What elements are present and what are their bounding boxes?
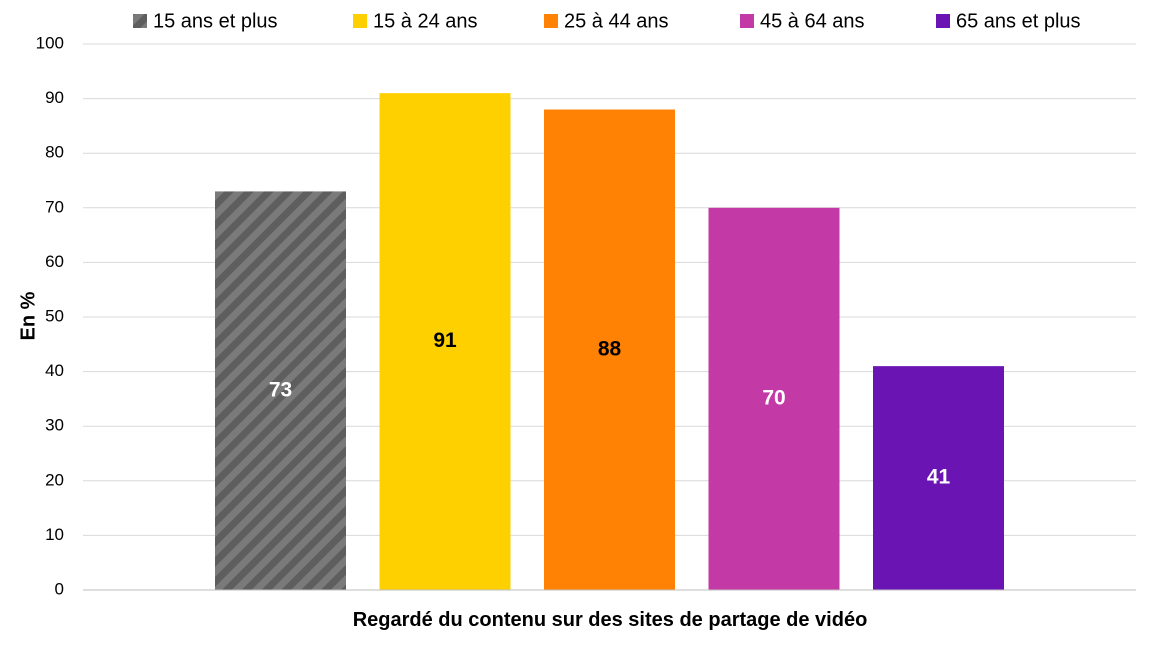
legend-label: 25 à 44 ans xyxy=(564,10,669,32)
legend-swatch xyxy=(544,14,558,28)
legend-item: 65 ans et plus xyxy=(936,10,1081,32)
legend-item: 25 à 44 ans xyxy=(544,10,669,32)
data-label: 73 xyxy=(269,378,292,401)
legend-swatch xyxy=(133,14,147,28)
legend-swatch xyxy=(936,14,950,28)
data-label: 91 xyxy=(433,329,457,352)
data-label: 88 xyxy=(598,337,622,360)
y-axis-ticks: 0 10 20 30 40 50 60 70 80 90 100 xyxy=(36,33,64,598)
data-label: 70 xyxy=(762,386,785,409)
bar-3 xyxy=(544,109,675,591)
legend-item: 15 à 24 ans xyxy=(353,10,478,32)
legend-swatch xyxy=(740,14,754,28)
data-labels: 73 91 88 70 41 xyxy=(269,329,951,489)
legend-label: 65 ans et plus xyxy=(956,10,1081,32)
legend: 15 ans et plus 15 à 24 ans 25 à 44 ans 45 à… xyxy=(133,10,1081,32)
y-tick-label: 30 xyxy=(45,416,64,435)
legend-item: 15 ans et plus xyxy=(133,10,278,32)
legend-label: 15 ans et plus xyxy=(153,10,278,32)
legend-label: 15 à 24 ans xyxy=(373,10,478,32)
bars xyxy=(215,93,1004,591)
y-tick-label: 0 xyxy=(55,579,64,598)
y-tick-label: 70 xyxy=(45,197,64,216)
y-tick-label: 100 xyxy=(36,33,64,52)
legend-label: 45 à 64 ans xyxy=(760,10,865,32)
bar-5 xyxy=(873,366,1004,590)
y-tick-label: 60 xyxy=(45,252,64,271)
x-axis-title: Regardé du contenu sur des sites de part… xyxy=(353,609,868,631)
data-label: 41 xyxy=(927,466,951,489)
y-axis-title: En % xyxy=(17,291,39,340)
y-tick-label: 20 xyxy=(45,470,64,489)
y-tick-label: 90 xyxy=(45,88,64,107)
bar-4 xyxy=(708,207,840,591)
y-tick-label: 80 xyxy=(45,143,64,162)
y-tick-label: 40 xyxy=(45,361,64,380)
bar-1 xyxy=(215,191,346,591)
y-tick-label: 50 xyxy=(45,306,64,325)
legend-item: 45 à 64 ans xyxy=(740,10,865,32)
y-tick-label: 10 xyxy=(45,525,64,544)
bar-2 xyxy=(379,93,511,590)
legend-swatch xyxy=(353,14,367,28)
